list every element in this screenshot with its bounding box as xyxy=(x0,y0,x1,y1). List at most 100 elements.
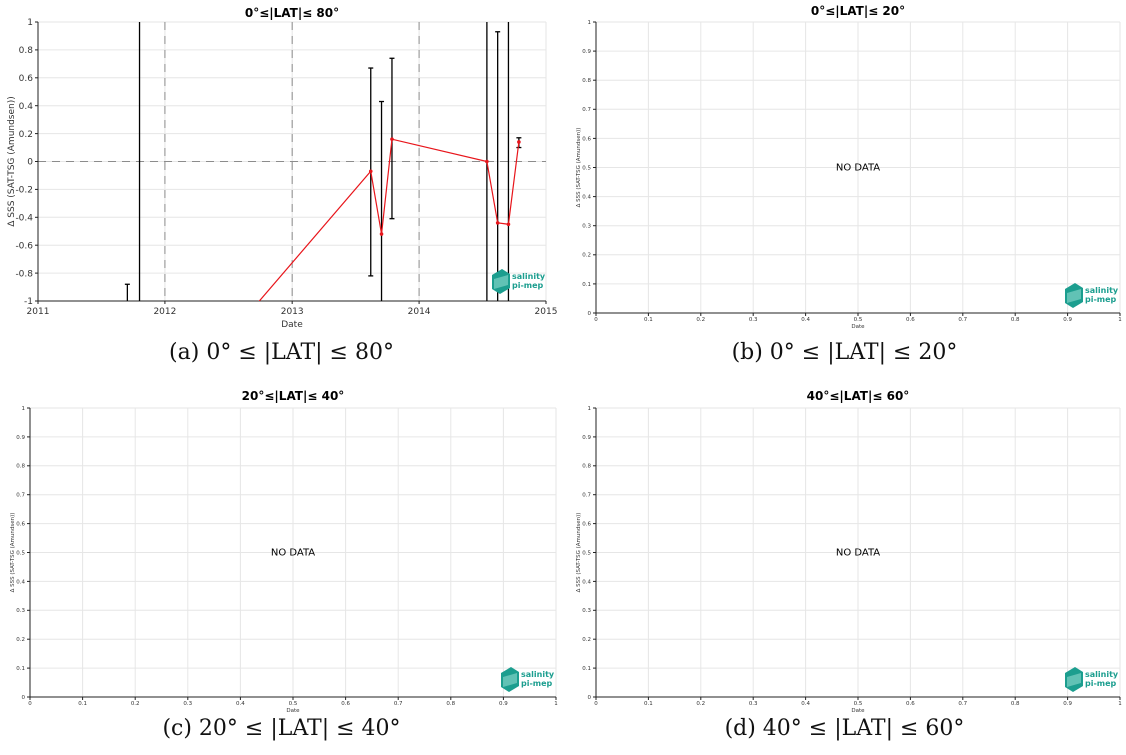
chartc-ytick-label: 0.4 xyxy=(16,579,25,585)
chartc-ylabel: Δ SSS (SAT-TSG (Amundsen)) xyxy=(10,513,16,593)
chartb-xlabel: Date xyxy=(851,324,865,330)
chartd-logo-line1: salinity xyxy=(1085,670,1119,679)
charta-point xyxy=(485,159,489,164)
chartd-ytick-label: 1 xyxy=(588,406,592,412)
chartc-xtick-label: 1 xyxy=(554,701,558,707)
charta-point xyxy=(368,169,373,174)
chartb-logo-line1: salinity xyxy=(1085,286,1119,295)
chartb-xtick-label: 0.2 xyxy=(696,317,705,323)
chartd-logo-icon-highlight xyxy=(1067,673,1081,687)
chartc-xtick-label: 0.9 xyxy=(499,701,508,707)
chartc-xtick-label: 0.6 xyxy=(341,701,350,707)
charta-ytick-label: -1 xyxy=(24,297,33,307)
chartb-ytick-label: 0.3 xyxy=(582,224,591,230)
chartd-ytick-label: 0.3 xyxy=(582,608,591,614)
chartc-xtick-label: 0.3 xyxy=(183,701,192,707)
chartd-ytick-label: 0.7 xyxy=(582,493,591,499)
caption-b: (b) 0° ≤ |LAT| ≤ 20° xyxy=(731,340,958,365)
chart-panel-c: 0 0.1 0.2 0.3 0.4 0.5 0.6 0.7 0.8 0.9 1 0 0.1 0.2 0.3 0… xyxy=(0,378,563,755)
chartd-xtick-label: 0.8 xyxy=(1011,701,1020,707)
chartb-xtick-label: 0.1 xyxy=(644,317,653,323)
chart-b-svg: 0 0.1 0.2 0.3 0.4 0.5 0.6 0.7 0.8 0.9 1 0 0.1 0.2 0.3 0… xyxy=(576,4,1122,330)
chartb-ytick-label: 0 xyxy=(588,311,592,317)
chartb-logo-icon-highlight xyxy=(1067,289,1081,303)
chartc-logo-icon-highlight xyxy=(503,673,517,687)
charta-point xyxy=(379,232,384,236)
charta-ytick-label: 0.8 xyxy=(19,46,34,56)
chartd-no-data: NO DATA xyxy=(836,548,880,559)
charta-logo-line2: pi-mep xyxy=(512,281,544,290)
charta-ytick-label: 1 xyxy=(27,18,33,28)
chartc-ytick-label: 0.1 xyxy=(16,666,25,672)
charta-ytick-label: 0.4 xyxy=(19,102,34,112)
chartc-ytick-label: 0.9 xyxy=(16,435,25,441)
chartb-ytick-label: 0.5 xyxy=(582,165,591,171)
charta-xlabel: Date xyxy=(281,320,303,330)
chartb-ytick-label: 0.4 xyxy=(582,195,591,201)
chartd-xtick-label: 0.7 xyxy=(958,701,967,707)
chartd-xtick-label: 0.4 xyxy=(801,701,810,707)
chartd-xtick-label: 0.2 xyxy=(696,701,705,707)
chartc-xlabel: Date xyxy=(286,708,300,714)
chartc-xtick-label: 0 xyxy=(28,701,32,707)
chartc-ytick-label: 0.2 xyxy=(16,637,25,643)
charta-logo-icon-highlight xyxy=(494,275,508,289)
charta-title: 0°≤|LAT|≤ 80° xyxy=(245,6,339,20)
chartb-ytick-label: 0.9 xyxy=(582,49,591,55)
chartb-xtick-label: 0 xyxy=(594,317,598,323)
chartd-ytick-label: 0.9 xyxy=(582,435,591,441)
caption-c: (c) 20° ≤ |LAT| ≤ 40° xyxy=(162,716,401,741)
chartb-xtick-label: 0.4 xyxy=(801,317,810,323)
chartb-ytick-label: 1 xyxy=(588,20,592,26)
charta-plot-area xyxy=(124,22,522,301)
chartb-no-data: NO DATA xyxy=(836,163,880,174)
caption-d: (d) 40° ≤ |LAT| ≤ 60° xyxy=(724,716,965,741)
chartc-title: 20°≤|LAT|≤ 40° xyxy=(242,389,345,403)
chartc-ytick-label: 0.3 xyxy=(16,608,25,614)
chartd-ytick-label: 0.1 xyxy=(582,666,591,672)
charta-xtick-label: 2015 xyxy=(535,307,558,317)
chartd-ytick-label: 0.2 xyxy=(582,637,591,643)
chartb-ytick-label: 0.6 xyxy=(582,136,591,142)
chartb-xtick-label: 1 xyxy=(1118,317,1122,323)
chartb-xtick-label: 0.5 xyxy=(854,317,863,323)
chart-panel-d: 0 0.1 0.2 0.3 0.4 0.5 0.6 0.7 0.8 0.9 1 0 0.1 0.2 0.3 0… xyxy=(563,378,1126,755)
chartc-ytick-label: 0.5 xyxy=(16,550,25,556)
chartd-ytick-label: 0.5 xyxy=(582,550,591,556)
chartd-ytick-label: 0.6 xyxy=(582,522,591,528)
chartd-ylabel: Δ SSS (SAT-TSG (Amundsen)) xyxy=(576,513,582,593)
chartc-grid xyxy=(29,407,557,698)
chartb-ylabel: Δ SSS (SAT-TSG (Amundsen)) xyxy=(576,128,582,208)
charta-ytick-label: 0.6 xyxy=(19,74,34,84)
chartd-xlabel: Date xyxy=(851,708,865,714)
chartc-xtick-label: 0.8 xyxy=(446,701,455,707)
chartc-xtick-label: 0.4 xyxy=(236,701,245,707)
charta-point xyxy=(495,221,500,225)
chartd-xtick-label: 0.5 xyxy=(854,701,863,707)
charta-xtick-label: 2014 xyxy=(408,307,431,317)
chartb-xtick-label: 0.3 xyxy=(749,317,758,323)
charta-xtick-label: 2012 xyxy=(153,307,176,317)
chartc-xtick-label: 0.1 xyxy=(78,701,87,707)
chartb-xtick-label: 0.7 xyxy=(958,317,967,323)
chartb-xtick-label: 0.9 xyxy=(1063,317,1072,323)
chartc-ytick-label: 0.7 xyxy=(16,493,25,499)
chartc-no-data: NO DATA xyxy=(271,548,315,559)
chartb-ytick-label: 0.7 xyxy=(582,107,591,113)
caption-a: (a) 0° ≤ |LAT| ≤ 80° xyxy=(169,340,394,365)
charta-point xyxy=(517,140,521,144)
charta-point xyxy=(506,222,511,227)
chartd-grid xyxy=(595,407,1121,698)
chart-a-svg: 2011 2012 2013 2014 2015 -1 -0.8 -0.6 -0.4 -0.2 0 0… xyxy=(7,6,558,330)
charta-ytick-label: 0 xyxy=(27,158,33,168)
chartd-xtick-label: 0 xyxy=(594,701,598,707)
chartb-xtick-label: 0.8 xyxy=(1011,317,1020,323)
chart-panel-a: 2011 2012 2013 2014 2015 -1 -0.8 -0.6 -0.4 -0.2 0 0… xyxy=(0,0,563,378)
chartd-title: 40°≤|LAT|≤ 60° xyxy=(807,389,910,403)
charta-ytick-label: 0.2 xyxy=(19,130,33,140)
chartb-logo-line2: pi-mep xyxy=(1085,295,1117,304)
chartc-ytick-label: 0.6 xyxy=(16,522,25,528)
chart-panel-b: 0 0.1 0.2 0.3 0.4 0.5 0.6 0.7 0.8 0.9 1 0 0.1 0.2 0.3 0… xyxy=(563,0,1126,378)
